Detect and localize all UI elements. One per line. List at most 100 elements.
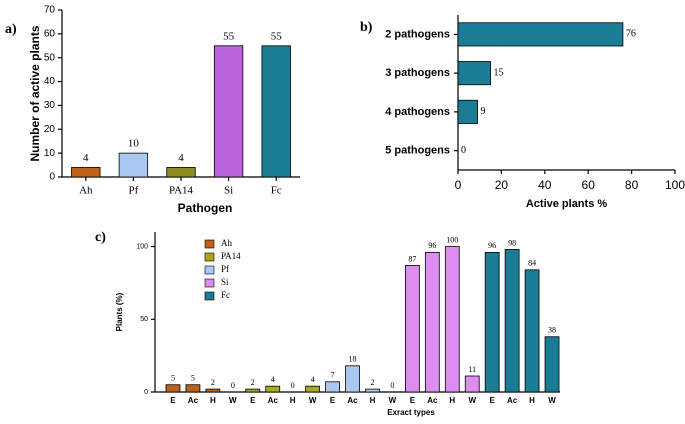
legend-swatch: [204, 278, 215, 288]
x-tick-label: PA14: [169, 185, 194, 197]
legend-label: PA14: [221, 251, 241, 261]
value-label: 0: [390, 381, 394, 390]
x-axis-label: Active plants %: [526, 198, 608, 210]
x-axis-label: Pathogen: [178, 201, 233, 215]
panel-label: a): [5, 22, 17, 37]
x-tick-label: Fc: [271, 185, 282, 197]
x-tick-label: 60: [582, 178, 596, 192]
bar: [345, 365, 360, 393]
x-tick-label: Ac: [507, 396, 518, 405]
value-label: 98: [508, 238, 516, 247]
bar: [404, 265, 420, 393]
legend-label: Pf: [221, 264, 229, 274]
bar: [464, 375, 480, 393]
value-label: 15: [494, 67, 504, 78]
x-tick-label: W: [389, 396, 397, 405]
x-axis-label: Exract types: [387, 408, 435, 417]
bar: [165, 384, 181, 393]
bar: [185, 384, 201, 393]
y-tick-label: 3 pathogens: [385, 67, 450, 79]
bar: [524, 269, 540, 393]
y-tick-label: 0: [49, 172, 55, 183]
y-axis-label: Number of active plants: [28, 25, 42, 161]
legend-swatch: [204, 291, 215, 301]
x-tick-label: H: [449, 396, 455, 405]
bar: [118, 152, 149, 178]
value-label: 76: [626, 29, 636, 40]
y-tick-label: 50: [44, 52, 56, 63]
x-tick-label: Ac: [268, 396, 279, 405]
x-tick-label: E: [490, 396, 496, 405]
x-tick-label: W: [309, 396, 317, 405]
legend-swatch: [204, 239, 215, 249]
y-tick-label: 4 pathogens: [385, 106, 450, 118]
value-label: 11: [468, 365, 476, 374]
value-label: 4: [311, 375, 315, 384]
bar: [365, 388, 380, 393]
x-tick-label: E: [410, 396, 416, 405]
x-tick-label: E: [170, 396, 176, 405]
value-label: 0: [461, 145, 466, 156]
x-tick-label: 80: [625, 178, 639, 192]
y-tick-label: 20: [44, 124, 56, 135]
bar: [544, 336, 560, 393]
y-axis-label: Plants (%): [115, 292, 124, 331]
bar: [261, 45, 291, 178]
x-tick-label: E: [250, 396, 256, 405]
value-label: 0: [291, 381, 295, 390]
bar: [166, 167, 196, 178]
value-label: 18: [349, 355, 357, 364]
legend-label: Ah: [221, 238, 232, 248]
value-label: 2: [370, 378, 374, 387]
bar: [245, 388, 261, 393]
x-tick-label: Pf: [129, 185, 139, 197]
x-tick-label: Si: [224, 185, 233, 197]
y-tick-label: 40: [44, 76, 56, 87]
value-label: 100: [446, 235, 458, 244]
value-label: 9: [481, 106, 486, 117]
y-tick-label: 5 pathogens: [385, 145, 450, 157]
value-label: 4: [83, 152, 89, 164]
bar: [457, 22, 624, 47]
bar: [444, 246, 460, 393]
bar: [71, 167, 101, 178]
bar: [504, 249, 520, 393]
y-tick-label: 100: [136, 243, 148, 250]
value-label: 4: [271, 375, 275, 384]
value-label: 2: [211, 378, 215, 387]
value-label: 87: [408, 254, 416, 263]
bar: [457, 61, 491, 86]
x-tick-label: 0: [455, 178, 462, 192]
x-tick-label: H: [210, 396, 216, 405]
panel-label: b): [360, 20, 373, 35]
value-label: 10: [128, 138, 140, 150]
value-label: 38: [548, 326, 556, 335]
legend-label: Fc: [221, 290, 230, 300]
x-tick-label: H: [290, 396, 296, 405]
y-tick-label: 30: [44, 100, 56, 111]
value-label: 55: [271, 30, 283, 42]
value-label: 55: [223, 30, 235, 42]
x-tick-label: H: [529, 396, 535, 405]
value-label: 2: [251, 378, 255, 387]
legend-label: Si: [221, 277, 229, 287]
bar: [213, 45, 244, 178]
y-tick-label: 10: [44, 148, 56, 159]
x-tick-label: 20: [495, 178, 509, 192]
value-label: 96: [488, 241, 496, 250]
x-tick-label: Ac: [347, 396, 358, 405]
value-label: 4: [178, 152, 184, 164]
bar: [265, 385, 281, 393]
legend-swatch: [204, 252, 215, 262]
x-tick-label: Ac: [427, 396, 438, 405]
legend-swatch: [204, 265, 215, 275]
y-tick-label: 60: [44, 28, 56, 39]
x-tick-label: Ah: [79, 185, 93, 197]
y-tick-label: 2 pathogens: [385, 28, 450, 40]
bar: [424, 251, 440, 393]
x-tick-label: W: [229, 396, 237, 405]
panel-label: c): [95, 230, 106, 245]
y-tick-label: 70: [44, 5, 56, 16]
